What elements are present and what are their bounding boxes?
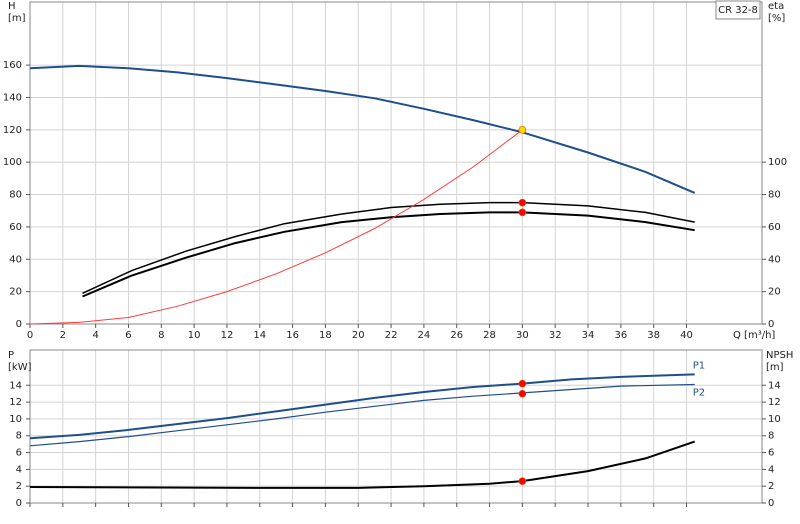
y-tick-label: 0 [16, 319, 22, 330]
y2-tick-label: 8 [768, 431, 774, 442]
plot-frame [29, 1, 763, 325]
y-tick-label: 2 [16, 481, 22, 492]
y2-tick-label: 40 [768, 254, 781, 265]
x-tick-label: 12 [221, 330, 234, 341]
y-tick-label: 120 [3, 125, 22, 136]
duty-point [518, 198, 527, 207]
legend-label: P2 [693, 387, 705, 398]
y2-tick-label: 20 [768, 287, 781, 298]
x-tick-label: 14 [253, 330, 266, 341]
x-tick-label: 2 [60, 330, 66, 341]
y2-tick-label: 2 [768, 481, 774, 492]
y2-label: NPSH [766, 350, 793, 361]
x-tick-label: 40 [680, 330, 693, 341]
x-tick-label: 18 [319, 330, 332, 341]
curve [29, 383, 695, 447]
x-tick-label: 36 [614, 330, 627, 341]
x-tick-label: 10 [188, 330, 201, 341]
legend-label: P1 [693, 360, 705, 371]
duty-point [518, 389, 527, 398]
y-tick-label: 60 [9, 222, 22, 233]
x-tick-label: 20 [352, 330, 365, 341]
duty-point [518, 477, 527, 485]
duty-point [518, 208, 527, 217]
y2-tick-label: 14 [768, 380, 781, 391]
x-tick-label: 8 [158, 330, 164, 341]
y-unit: [kW] [8, 362, 32, 373]
duty-point [518, 379, 527, 388]
x-tick-label: 32 [549, 330, 562, 341]
x-tick-label: 38 [647, 330, 660, 341]
y-tick-label: 14 [9, 380, 22, 391]
x-tick-label: 0 [27, 330, 33, 341]
y2-tick-label: 100 [768, 157, 787, 168]
curve [29, 440, 696, 489]
y2-tick-label: 0 [768, 498, 774, 509]
x-tick-label: 26 [450, 330, 463, 341]
x-tick-label: 28 [483, 330, 496, 341]
x-tick-label: 34 [582, 330, 595, 341]
y-tick-label: 100 [3, 157, 22, 168]
y2-tick-label: 4 [768, 464, 774, 475]
curve [29, 373, 695, 440]
plot-frame [29, 349, 763, 504]
y-tick-label: 40 [9, 254, 22, 265]
x-tick-label: 30 [516, 330, 529, 341]
curve [82, 211, 695, 298]
y-tick-label: 8 [16, 431, 22, 442]
x-label: Q [m³/h] [733, 330, 775, 341]
y-tick-label: 20 [9, 287, 22, 298]
curve [29, 129, 523, 325]
y2-tick-label: 0 [768, 319, 774, 330]
y2-tick-label: 60 [768, 222, 781, 233]
y-tick-label: 4 [16, 464, 22, 475]
y-tick-label: 12 [9, 397, 22, 408]
curve [82, 201, 695, 294]
y2-tick-label: 12 [768, 397, 781, 408]
y-tick-label: 140 [3, 92, 22, 103]
title-box [715, 0, 761, 20]
y-tick-label: 0 [16, 498, 22, 509]
y2-unit: [%] [768, 13, 785, 24]
curve [29, 64, 696, 194]
x-tick-label: 4 [92, 330, 98, 341]
y2-tick-label: 80 [768, 190, 781, 201]
y2-label: eta [768, 1, 784, 12]
x-tick-label: 24 [418, 330, 431, 341]
y-tick-label: 80 [9, 190, 22, 201]
y-label: P [8, 350, 14, 361]
x-tick-label: 16 [286, 330, 299, 341]
x-tick-label: 22 [385, 330, 398, 341]
y2-tick-label: 6 [768, 448, 774, 459]
y-tick-label: 10 [9, 414, 22, 425]
y-tick-label: 6 [16, 448, 22, 459]
y-unit: [m] [8, 13, 26, 24]
y-label: H [8, 1, 16, 12]
y2-unit: [m] [766, 362, 784, 373]
duty-point [518, 126, 527, 134]
y2-tick-label: 10 [768, 414, 781, 425]
x-tick-label: 6 [125, 330, 131, 341]
chart-title: CR 32-8 [718, 5, 758, 16]
y-tick-label: 160 [3, 60, 22, 71]
